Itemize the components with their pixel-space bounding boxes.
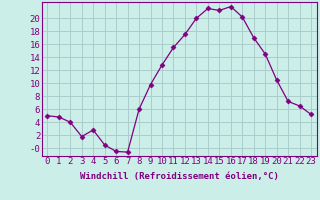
X-axis label: Windchill (Refroidissement éolien,°C): Windchill (Refroidissement éolien,°C): [80, 172, 279, 181]
